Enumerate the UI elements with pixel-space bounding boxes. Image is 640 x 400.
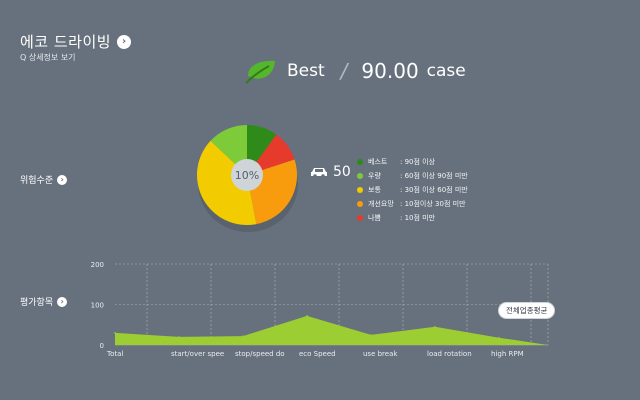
y-tick-label: 0	[100, 342, 104, 350]
area-point	[306, 315, 308, 317]
legend-color-dot	[357, 201, 363, 207]
car-indicator: 50	[310, 164, 351, 180]
evaluation-area-chart: 0 100 200 Total start/over spee stop/speed do…	[91, 261, 549, 358]
eval-items-arrow-icon[interactable]: ›	[57, 296, 68, 307]
legend-color-dot	[357, 215, 363, 221]
area-point	[498, 336, 500, 339]
leaf-icon	[245, 60, 275, 84]
y-tick-label: 100	[91, 302, 104, 310]
legend-desc: : 10점 미만	[400, 214, 436, 222]
legend-color-dot	[357, 187, 363, 193]
pie-slice	[197, 140, 257, 225]
x-tick-label: high RPM	[491, 350, 524, 358]
risk-pie-chart: 10%	[197, 125, 298, 232]
car-value: 50	[333, 164, 351, 180]
eval-items-text: 평가항목	[20, 298, 54, 308]
x-tick-label: Total	[106, 350, 123, 358]
x-tick-label: load rotation	[427, 350, 472, 358]
legend-item: 우량 : 60점 이상 90점 미만	[357, 169, 468, 183]
y-tick-label: 200	[91, 261, 104, 269]
best-label: Best	[287, 61, 325, 81]
legend-name: 보통	[368, 186, 381, 194]
legend-item: 개선요망 : 10점이상 30점 미만	[357, 197, 468, 211]
legend-desc: : 90점 이상	[400, 158, 436, 166]
legend-name: 우량	[368, 172, 381, 180]
best-score: 90.00	[361, 59, 419, 83]
x-tick-label: start/over spee	[171, 350, 224, 358]
area-point	[242, 335, 244, 337]
risk-level-label[interactable]: 위험수준 ›	[20, 173, 68, 186]
industry-average-badge[interactable]: 전체업종평균	[498, 302, 556, 319]
legend-color-dot	[357, 173, 363, 179]
separator-slash: /	[340, 59, 348, 83]
detail-link[interactable]: Q 상세정보 보기	[20, 53, 76, 62]
legend-desc: : 60점 이상 90점 미만	[400, 172, 468, 180]
x-tick-label: use break	[363, 350, 398, 358]
eval-items-label[interactable]: 평가항목 ›	[20, 295, 68, 308]
legend-name: 개선요망	[368, 200, 394, 208]
legend-item: 나쁨 : 10점 미만	[357, 211, 468, 225]
car-icon	[311, 168, 327, 178]
pie-center-label: 10%	[235, 169, 259, 182]
page-title: 에코 드라이빙	[20, 33, 112, 51]
legend-desc: : 30점 이상 60점 미만	[400, 186, 468, 194]
x-tick-label: eco Speed	[299, 350, 336, 358]
area-series	[115, 315, 548, 345]
page-header: 에코 드라이빙 ›	[20, 31, 132, 52]
legend-item: 베스트 : 90점 이상	[357, 155, 468, 169]
risk-level-arrow-icon[interactable]: ›	[57, 174, 68, 185]
best-unit: case	[426, 61, 466, 81]
legend-desc: : 10점이상 30점 미만	[400, 200, 466, 208]
best-summary: Best / 90.00 case	[245, 58, 466, 84]
area-point	[370, 334, 372, 336]
x-tick-label: stop/speed do	[235, 350, 285, 358]
pie-center	[231, 159, 263, 191]
area-point	[178, 336, 180, 338]
risk-level-text: 위험수준	[20, 176, 54, 186]
area-point	[114, 332, 116, 334]
area-point	[434, 325, 436, 328]
title-arrow-button[interactable]: ›	[117, 34, 132, 49]
legend-item: 보통 : 30점 이상 60점 미만	[357, 183, 468, 197]
legend-name: 나쁨	[368, 214, 381, 222]
legend-color-dot	[357, 159, 363, 165]
legend-name: 베스트	[368, 158, 388, 166]
